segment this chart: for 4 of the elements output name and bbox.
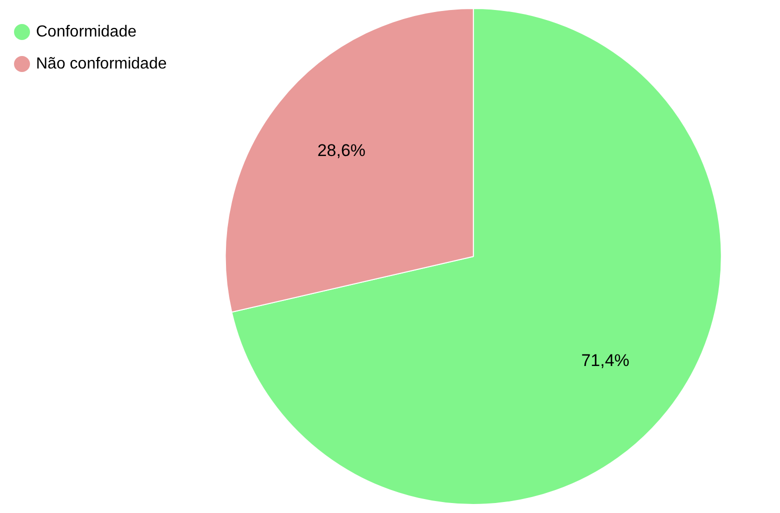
data-label: 71,4%	[581, 351, 630, 370]
legend-label: Não conformidade	[36, 55, 167, 72]
legend-label: Conformidade	[36, 23, 137, 40]
data-label: 28,6%	[317, 141, 366, 160]
